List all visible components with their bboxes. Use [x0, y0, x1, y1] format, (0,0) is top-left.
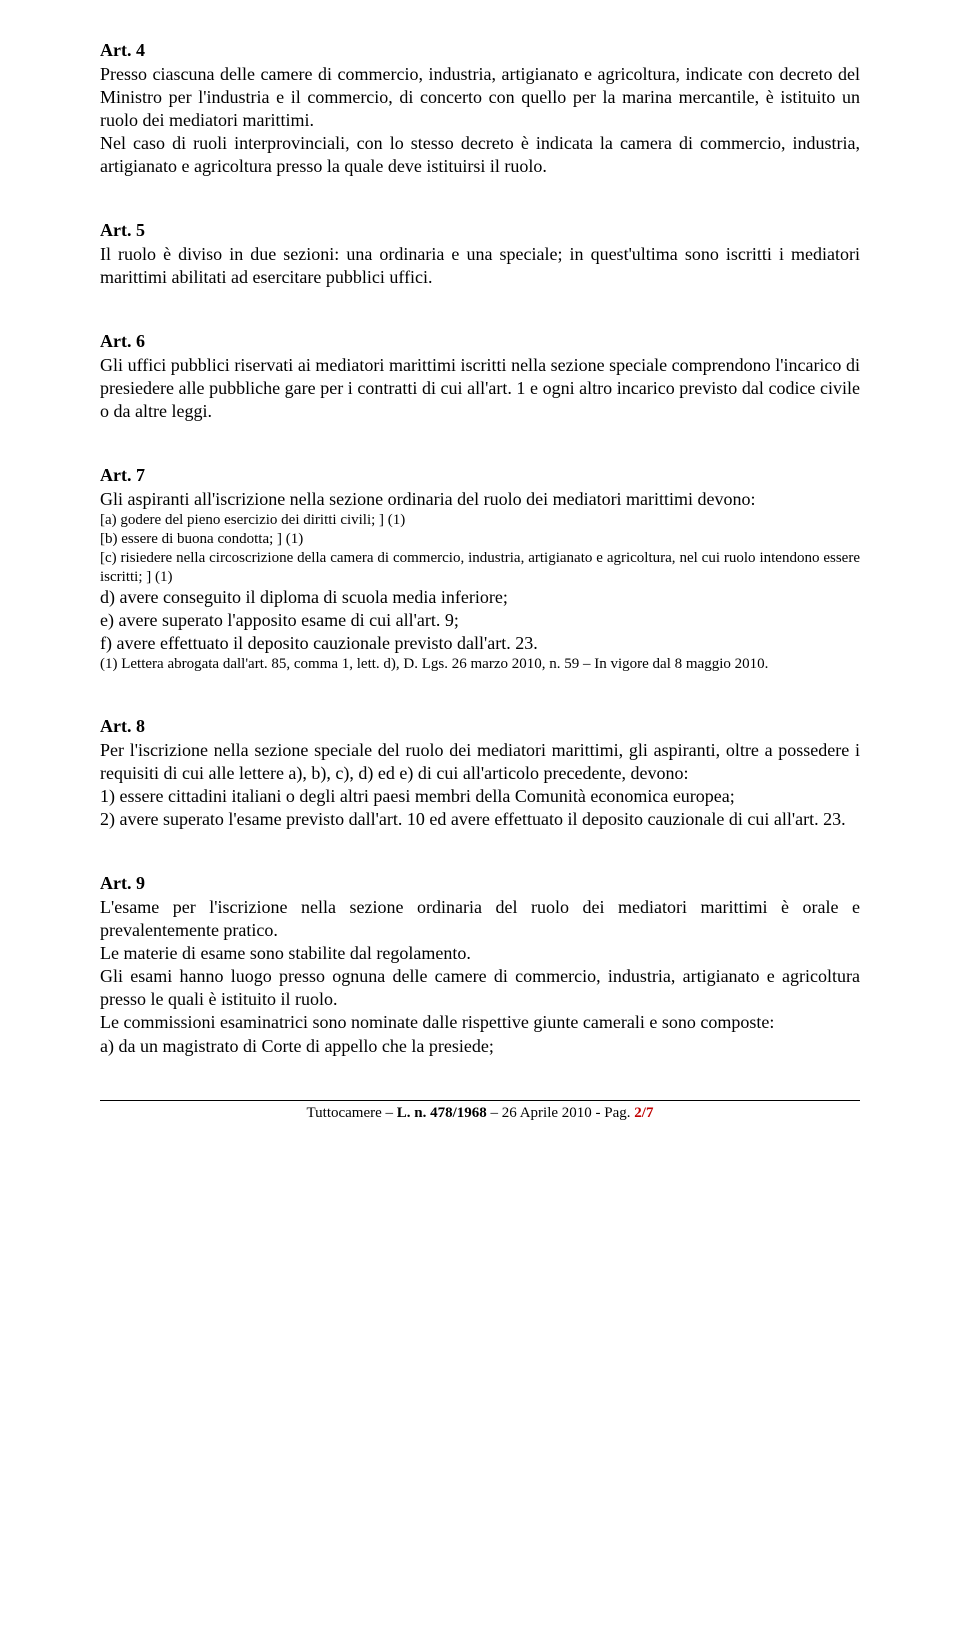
- article-5: Art. 5 Il ruolo è diviso in due sezioni:…: [100, 220, 860, 289]
- article-4: Art. 4 Presso ciascuna delle camere di c…: [100, 40, 860, 178]
- article-9-para-4: Le commissioni esaminatrici sono nominat…: [100, 1011, 860, 1034]
- article-7: Art. 7 Gli aspiranti all'iscrizione nell…: [100, 465, 860, 674]
- article-6-title: Art. 6: [100, 331, 860, 352]
- article-8-para-2: 1) essere cittadini italiani o degli alt…: [100, 785, 860, 808]
- article-8-para-1: Per l'iscrizione nella sezione speciale …: [100, 739, 860, 785]
- article-6-body: Gli uffici pubblici riservati ai mediato…: [100, 354, 860, 423]
- footer-date: – 26 Aprile 2010 - Pag.: [487, 1105, 635, 1121]
- article-4-para-1: Presso ciascuna delle camere di commerci…: [100, 63, 860, 132]
- article-7-item-b: [b) essere di buona condotta; ] (1): [100, 530, 860, 549]
- article-8-para-3: 2) avere superato l'esame previsto dall'…: [100, 808, 860, 831]
- article-7-item-c: [c) risiedere nella circoscrizione della…: [100, 549, 860, 587]
- article-4-title: Art. 4: [100, 40, 860, 61]
- article-8: Art. 8 Per l'iscrizione nella sezione sp…: [100, 716, 860, 831]
- article-9-body: L'esame per l'iscrizione nella sezione o…: [100, 896, 860, 1057]
- article-7-item-a: [a) godere del pieno esercizio dei dirit…: [100, 511, 860, 530]
- article-5-title: Art. 5: [100, 220, 860, 241]
- document-page: Art. 4 Presso ciascuna delle camere di c…: [0, 0, 960, 1651]
- footer-page-number: 2/7: [634, 1105, 653, 1121]
- article-8-title: Art. 8: [100, 716, 860, 737]
- article-9: Art. 9 L'esame per l'iscrizione nella se…: [100, 873, 860, 1057]
- article-7-note: (1) Lettera abrogata dall'art. 85, comma…: [100, 655, 860, 674]
- footer-source: Tuttocamere –: [307, 1105, 397, 1121]
- article-9-para-1: L'esame per l'iscrizione nella sezione o…: [100, 896, 860, 942]
- footer-law: L. n. 478/1968: [397, 1105, 487, 1121]
- page-footer: Tuttocamere – L. n. 478/1968 – 26 Aprile…: [100, 1101, 860, 1122]
- article-9-title: Art. 9: [100, 873, 860, 894]
- article-7-item-f: f) avere effettuato il deposito cauziona…: [100, 632, 860, 655]
- article-4-body: Presso ciascuna delle camere di commerci…: [100, 63, 860, 178]
- article-7-item-e: e) avere superato l'apposito esame di cu…: [100, 609, 860, 632]
- article-6: Art. 6 Gli uffici pubblici riservati ai …: [100, 331, 860, 423]
- article-7-intro: Gli aspiranti all'iscrizione nella sezio…: [100, 488, 860, 511]
- article-9-para-2: Le materie di esame sono stabilite dal r…: [100, 942, 860, 965]
- article-8-body: Per l'iscrizione nella sezione speciale …: [100, 739, 860, 831]
- article-5-para-1: Il ruolo è diviso in due sezioni: una or…: [100, 243, 860, 289]
- article-4-para-2: Nel caso di ruoli interprovinciali, con …: [100, 132, 860, 178]
- article-6-para-1: Gli uffici pubblici riservati ai mediato…: [100, 354, 860, 423]
- article-7-item-d: d) avere conseguito il diploma di scuola…: [100, 586, 860, 609]
- article-9-para-3: Gli esami hanno luogo presso ognuna dell…: [100, 965, 860, 1011]
- article-7-body: Gli aspiranti all'iscrizione nella sezio…: [100, 488, 860, 674]
- article-9-para-5: a) da un magistrato di Corte di appello …: [100, 1035, 860, 1058]
- article-5-body: Il ruolo è diviso in due sezioni: una or…: [100, 243, 860, 289]
- article-7-title: Art. 7: [100, 465, 860, 486]
